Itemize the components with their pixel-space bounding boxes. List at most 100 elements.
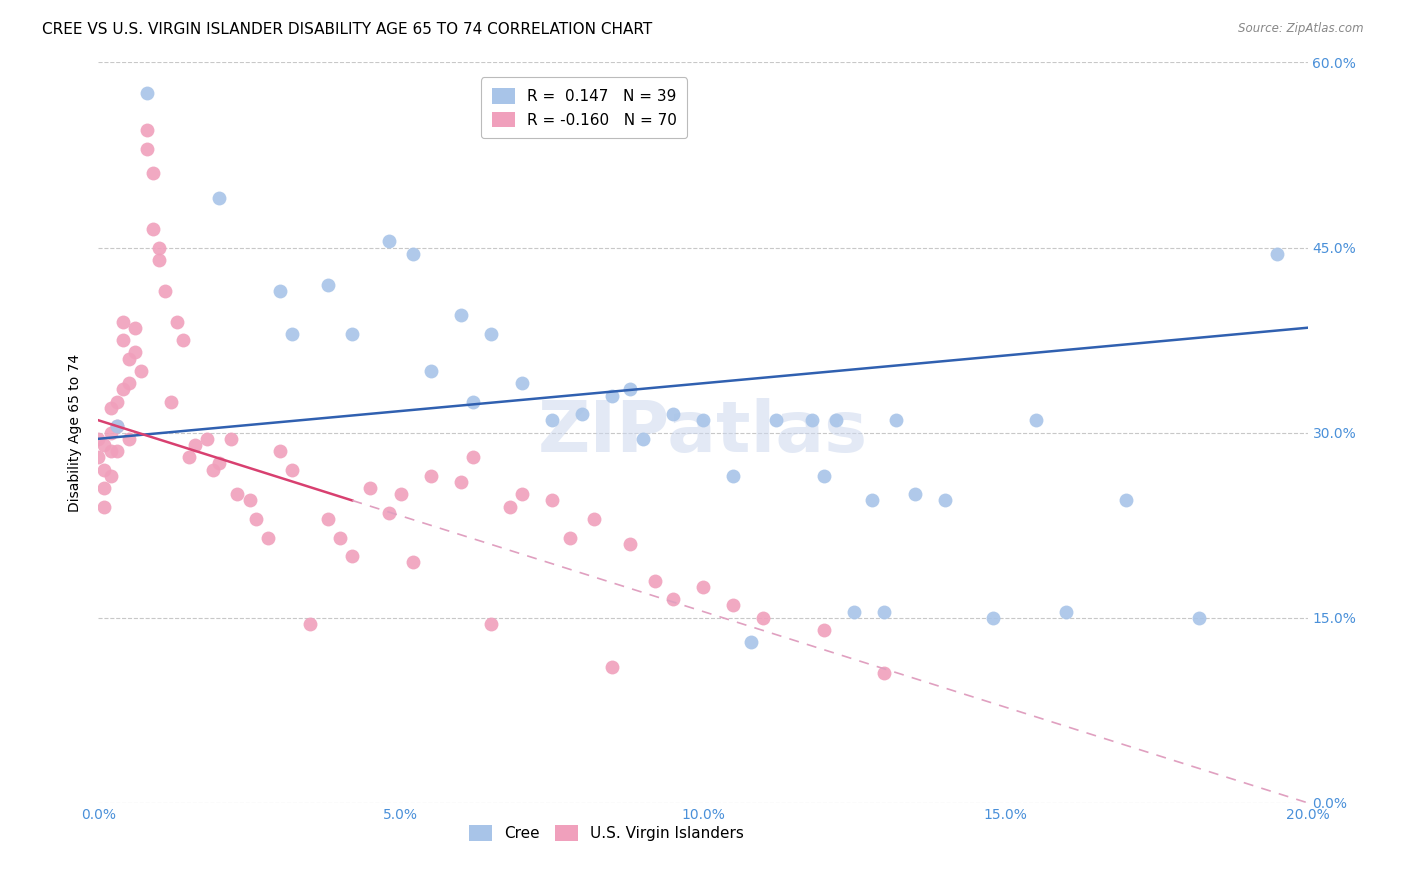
Point <box>752 610 775 624</box>
Point <box>148 240 170 255</box>
Point <box>602 660 624 674</box>
Point <box>800 413 823 427</box>
Point <box>281 326 304 341</box>
Point <box>904 487 927 501</box>
Point <box>377 235 399 249</box>
Point <box>873 605 896 619</box>
Point <box>644 574 666 588</box>
Point <box>111 333 134 347</box>
Y-axis label: Disability Age 65 to 74: Disability Age 65 to 74 <box>69 353 83 512</box>
Point <box>813 623 835 637</box>
Point <box>377 506 399 520</box>
Point <box>179 450 201 465</box>
Point <box>111 383 134 397</box>
Point <box>281 462 304 476</box>
Point <box>208 457 231 471</box>
Point <box>256 531 278 545</box>
Point <box>450 309 472 323</box>
Point <box>510 376 533 391</box>
Point <box>245 512 267 526</box>
Point <box>813 468 835 483</box>
Point <box>360 481 382 495</box>
Text: CREE VS U.S. VIRGIN ISLANDER DISABILITY AGE 65 TO 74 CORRELATION CHART: CREE VS U.S. VIRGIN ISLANDER DISABILITY … <box>42 22 652 37</box>
Point <box>118 351 141 366</box>
Point <box>87 432 110 446</box>
Point <box>692 413 714 427</box>
Point <box>269 284 291 298</box>
Point <box>153 284 176 298</box>
Point <box>100 425 122 440</box>
Point <box>100 468 122 483</box>
Point <box>1115 493 1137 508</box>
Point <box>402 246 425 260</box>
Point <box>619 383 641 397</box>
Point <box>208 191 231 205</box>
Legend: Cree, U.S. Virgin Islanders: Cree, U.S. Virgin Islanders <box>463 819 749 847</box>
Point <box>93 500 115 514</box>
Point <box>93 462 115 476</box>
Point <box>1188 610 1211 624</box>
Point <box>342 326 364 341</box>
Point <box>316 277 339 292</box>
Point <box>420 468 443 483</box>
Point <box>87 450 110 465</box>
Point <box>105 444 128 458</box>
Point <box>316 512 339 526</box>
Point <box>420 364 443 378</box>
Point <box>463 450 485 465</box>
Point <box>202 462 225 476</box>
Point <box>873 666 896 681</box>
Point <box>100 401 122 415</box>
Point <box>844 605 866 619</box>
Point <box>389 487 412 501</box>
Point <box>226 487 249 501</box>
Point <box>142 166 165 180</box>
Point <box>1024 413 1046 427</box>
Point <box>135 87 157 101</box>
Point <box>105 394 128 409</box>
Point <box>558 531 581 545</box>
Point <box>981 610 1004 624</box>
Point <box>118 376 141 391</box>
Point <box>124 345 146 359</box>
Point <box>860 493 883 508</box>
Point <box>148 252 170 267</box>
Point <box>100 444 122 458</box>
Point <box>105 419 128 434</box>
Point <box>886 413 908 427</box>
Point <box>692 580 714 594</box>
Point <box>195 432 218 446</box>
Point <box>661 407 683 421</box>
Point <box>1054 605 1077 619</box>
Point <box>402 555 425 569</box>
Point <box>329 531 352 545</box>
Point <box>602 388 624 402</box>
Point <box>723 468 745 483</box>
Point <box>239 493 262 508</box>
Point <box>105 419 128 434</box>
Text: Source: ZipAtlas.com: Source: ZipAtlas.com <box>1239 22 1364 36</box>
Point <box>111 314 134 328</box>
Point <box>540 493 562 508</box>
Point <box>299 616 322 631</box>
Point <box>934 493 956 508</box>
Point <box>450 475 472 489</box>
Point <box>135 142 157 156</box>
Point <box>661 592 683 607</box>
Point <box>124 320 146 334</box>
Text: ZIPatlas: ZIPatlas <box>538 398 868 467</box>
Point <box>221 432 243 446</box>
Point <box>1267 246 1289 260</box>
Point <box>540 413 562 427</box>
Point <box>184 438 207 452</box>
Point <box>498 500 520 514</box>
Point <box>172 333 194 347</box>
Point <box>93 438 115 452</box>
Point <box>740 635 762 649</box>
Point <box>619 536 641 550</box>
Point <box>631 432 654 446</box>
Point <box>129 364 152 378</box>
Point <box>825 413 848 427</box>
Point <box>571 407 593 421</box>
Point <box>166 314 188 328</box>
